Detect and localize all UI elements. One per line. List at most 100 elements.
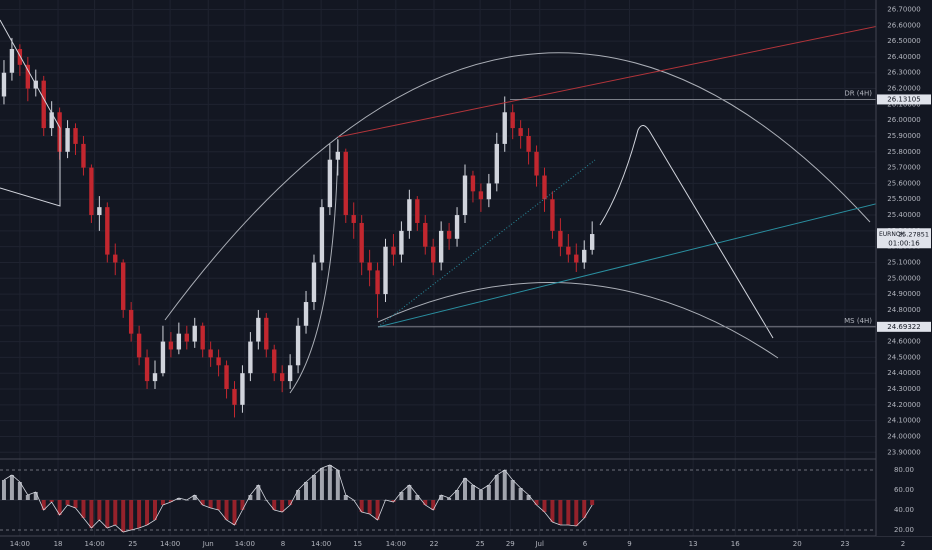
candle-body <box>367 262 372 271</box>
x-tick-label: 25 <box>128 540 137 548</box>
osc-bar <box>343 495 348 500</box>
candle-body <box>272 349 277 374</box>
osc-bar <box>200 500 205 505</box>
candle-body <box>184 333 189 342</box>
candle-body <box>582 249 587 263</box>
x-tick-label: 9 <box>627 540 631 548</box>
candle-body <box>248 341 253 374</box>
candle-body <box>510 112 515 129</box>
y-tick-label: 23.90000 <box>887 448 920 456</box>
candle-body <box>256 317 261 342</box>
y-tick-label: 26.70000 <box>887 5 920 13</box>
candle-body <box>240 373 245 405</box>
osc-bar <box>463 478 467 500</box>
osc-bar <box>518 488 523 500</box>
candle-body <box>264 317 269 350</box>
candle-body <box>113 254 118 263</box>
y-tick-label: 24.30000 <box>887 385 920 393</box>
price-line-name: MS (4H) <box>844 317 872 325</box>
osc-bar <box>455 490 460 500</box>
osc-bar <box>486 485 491 500</box>
x-tick-label: 20 <box>793 540 802 548</box>
x-tick-label: 22 <box>430 540 439 548</box>
price-line-label: 26.13105 <box>887 95 920 103</box>
candle-body <box>208 349 213 358</box>
price-axis <box>876 0 932 536</box>
left-wedge <box>0 19 61 207</box>
osc-bar <box>121 500 126 532</box>
candle-body <box>319 207 325 263</box>
y-tick-label: 26.50000 <box>887 37 920 45</box>
osc-bar <box>57 500 62 515</box>
osc-bar <box>224 500 229 520</box>
candle-body <box>375 270 380 295</box>
drawings <box>0 14 932 394</box>
osc-bar <box>502 470 507 500</box>
y-tick-label: 25.40000 <box>887 211 920 219</box>
candle-body <box>502 112 507 144</box>
trend-line <box>337 14 932 138</box>
x-tick-label: 14:00 <box>386 540 406 548</box>
osc-tick-label: 60.00 <box>894 486 914 494</box>
candle-body <box>438 230 444 263</box>
osc-bar <box>73 500 78 508</box>
osc-bar <box>375 500 380 520</box>
y-tick-label: 24.90000 <box>887 290 920 298</box>
osc-bar <box>590 500 595 505</box>
osc-bar <box>248 495 253 500</box>
candle-body <box>49 112 54 129</box>
candles <box>1 37 595 418</box>
osc-bar <box>81 500 86 518</box>
osc-bar <box>415 495 420 500</box>
y-tick-label: 24.60000 <box>887 338 920 346</box>
osc-bar <box>168 500 173 502</box>
countdown: 01:00:16 <box>888 239 920 247</box>
osc-bar <box>280 500 285 512</box>
x-tick-label: 25 <box>476 540 485 548</box>
osc-bar <box>192 495 197 500</box>
candle-body <box>327 159 333 208</box>
price-line-label: 24.69322 <box>887 323 920 331</box>
y-tick-label: 24.50000 <box>887 353 920 361</box>
candle-body <box>526 135 531 152</box>
candle-body <box>144 357 150 382</box>
candle-body <box>486 183 492 200</box>
candle-body <box>351 215 356 223</box>
osc-bar <box>25 495 30 500</box>
candle-body <box>192 325 197 342</box>
osc-bar <box>216 500 221 510</box>
osc-bar <box>240 500 245 510</box>
x-tick-label: 14:00 <box>84 540 104 548</box>
osc-bar <box>399 492 404 500</box>
osc-bar <box>41 500 46 510</box>
candle-body <box>295 325 301 366</box>
candle-body <box>399 230 404 255</box>
candle-body <box>423 222 428 247</box>
osc-bar <box>510 480 515 500</box>
candle-body <box>176 333 182 350</box>
osc-bar <box>558 500 563 525</box>
candle-body <box>17 49 23 65</box>
osc-bar <box>439 495 444 500</box>
osc-bar <box>478 490 483 500</box>
osc-bar <box>582 500 587 518</box>
candle-body <box>1 72 7 97</box>
osc-bar <box>17 482 22 500</box>
x-tick-label: 14:00 <box>10 540 30 548</box>
candle-body <box>446 230 452 239</box>
y-tick-label: 25.80000 <box>887 148 920 156</box>
osc-bar <box>256 485 261 500</box>
last-price-tag <box>877 228 931 249</box>
y-tick-label: 26.30000 <box>887 69 920 77</box>
osc-bar <box>65 500 70 505</box>
candle-body <box>383 246 388 295</box>
osc-bar <box>208 500 213 508</box>
x-tick-label: 23 <box>840 540 849 548</box>
osc-bar <box>534 500 539 505</box>
osc-bar <box>296 490 301 500</box>
candle-body <box>279 373 285 382</box>
candle-body <box>518 128 523 136</box>
candle-body <box>311 262 317 303</box>
candle-body <box>470 175 476 192</box>
price-line-name: DR (4H) <box>844 89 872 97</box>
